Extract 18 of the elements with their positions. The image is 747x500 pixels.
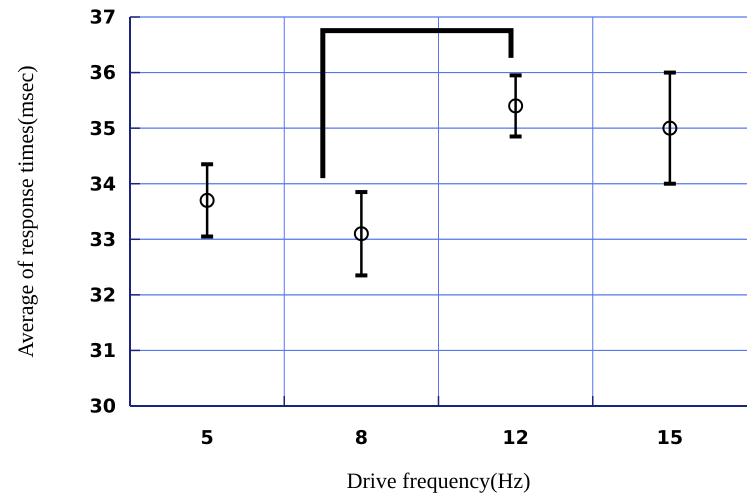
x-axis-title: Drive frequency(Hz) [346,468,530,493]
x-tick-label: 5 [200,427,214,449]
x-tick-label: 8 [354,427,368,449]
y-tick-label: 31 [90,340,116,362]
point [354,226,369,242]
y-tick-label: 35 [90,118,116,140]
y-tick-label: 30 [90,396,116,418]
y-tick-label: 37 [90,6,116,29]
point [662,120,678,136]
y-axis-title: Average of response times(msec) [13,65,38,358]
x-tick-label: 12 [502,427,529,449]
y-tick-label: 32 [90,284,116,307]
y-tick-label: 33 [90,228,116,251]
point [200,192,215,208]
point [508,98,524,114]
x-tick-label: 15 [656,427,684,449]
y-tick-label: 34 [90,173,116,196]
y-tick-label: 36 [90,62,116,84]
